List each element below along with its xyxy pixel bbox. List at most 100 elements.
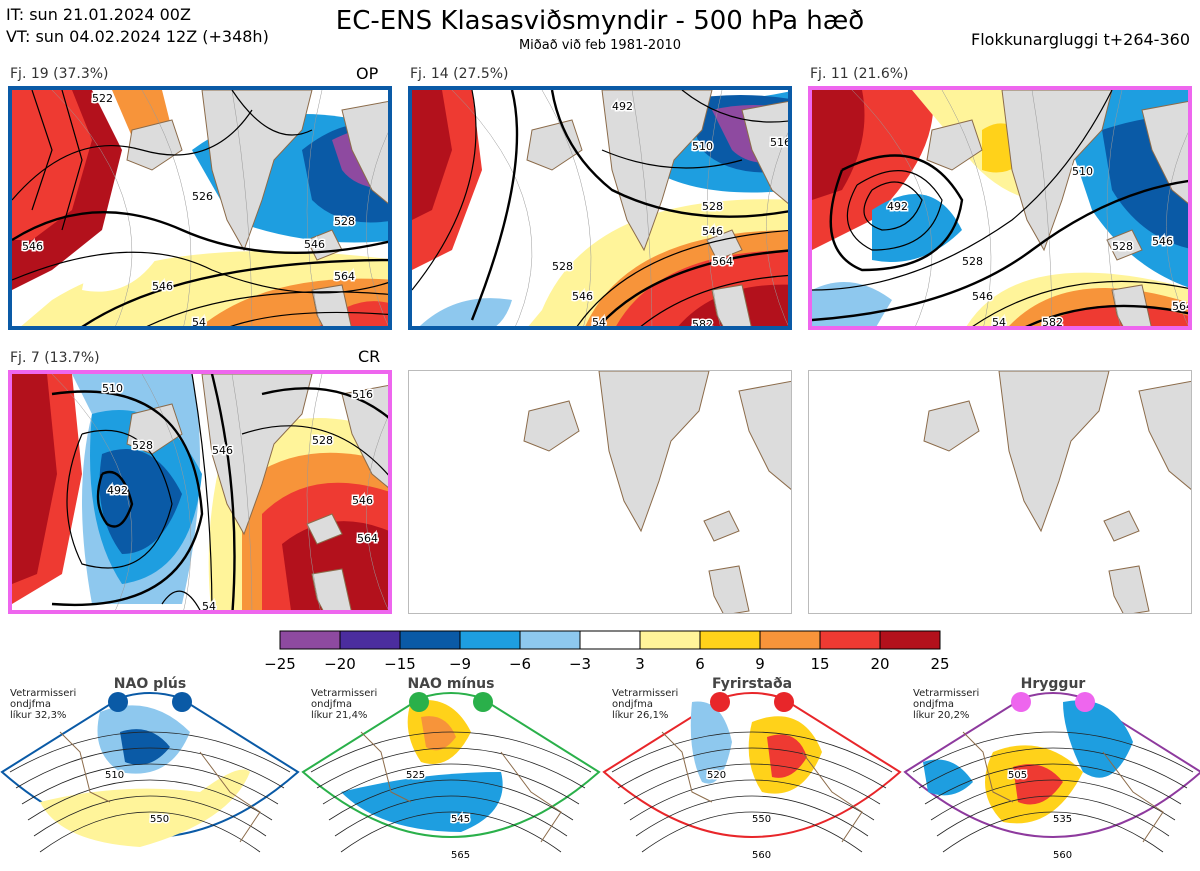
regime-name: NAO plús — [113, 676, 187, 692]
graticule-line — [941, 90, 992, 326]
contour-label: 510 — [1072, 165, 1093, 178]
colorbar-segment — [579, 630, 641, 650]
scandinavia-landmass — [1141, 100, 1188, 204]
height-contour — [470, 90, 519, 321]
contour-label: 492 — [887, 200, 908, 213]
graticule-line — [141, 90, 192, 326]
regime-info: Vetrarmisseri ondjfma líkur 21,4% — [311, 688, 377, 721]
britain-landmass — [711, 284, 752, 326]
height-contour — [241, 425, 388, 476]
regime-dot — [710, 692, 730, 712]
greenland-landmass — [1001, 90, 1113, 252]
panel-4-tag: CR — [358, 347, 381, 366]
cluster-panel-4: 510 492 528 546 564 546 528 54 516 — [8, 370, 392, 614]
contour-label: 546 — [972, 290, 993, 303]
colorbar-segment — [879, 630, 941, 650]
contour-label: 54 — [992, 316, 1006, 329]
regime-contour-label: 560 — [1053, 850, 1072, 861]
regime-contour — [9, 731, 291, 773]
regime-contour — [33, 795, 267, 837]
regime-panel: 525 545 565 NAO mínus Vetrarmisseri ondjfma lí… — [301, 672, 602, 871]
iceland-landmass — [703, 510, 740, 542]
graticule-line — [51, 374, 133, 610]
regime-contour-label: 550 — [150, 814, 169, 825]
regime-contour — [623, 763, 881, 805]
height-contour — [146, 291, 388, 326]
height-contour — [210, 374, 236, 610]
regime-panel: 510 550 NAO plús Vetrarmisseri ondjfma líkur … — [0, 672, 301, 871]
height-contour — [829, 154, 964, 272]
graticule-line — [306, 90, 323, 326]
contour-label: 526 — [192, 190, 213, 203]
regime-info: Vetrarmisseri ondjfma líkur 20,2% — [913, 688, 979, 721]
colorbar-tick-label: −6 — [508, 655, 532, 673]
anomaly-area — [40, 769, 250, 847]
regime-name: Hryggur — [1020, 676, 1086, 692]
colorbar-tick-label: 15 — [810, 655, 830, 673]
anomaly-area — [1063, 700, 1133, 778]
regime-contour — [39, 811, 261, 853]
colorbar-segment — [819, 630, 881, 650]
height-contour — [230, 311, 388, 326]
regime-panel: 505 535 560 Hryggur Vetrarmisseri ondjfma líku… — [903, 672, 1200, 871]
regime-info-line: ondjfma — [10, 699, 51, 710]
graticule-line — [706, 90, 723, 326]
contour-label: 546 — [152, 280, 173, 293]
britain-landmass — [311, 568, 352, 610]
cluster-panel-2: 492 510 516 528 546 564 528 546 54 582 — [408, 86, 792, 330]
baffin-landmass — [523, 400, 580, 452]
regime-contour-label: 520 — [707, 770, 726, 781]
anomaly-area — [421, 716, 456, 751]
regime-contour — [15, 747, 285, 789]
contour-label: 546 — [304, 238, 325, 251]
regime-coastline — [59, 731, 261, 843]
colorbar-segment — [339, 630, 401, 650]
regime-dot — [409, 692, 429, 712]
graticule-line — [766, 132, 788, 326]
graticule-line — [306, 374, 323, 610]
regime-contour — [310, 731, 592, 773]
chart-subtitle: Miðað við feb 1981-2010 — [518, 38, 682, 53]
contour-label: 516 — [352, 388, 373, 401]
classification-window: Flokkunargluggi t+264-360 — [971, 30, 1190, 49]
contour-label: 564 — [1172, 300, 1192, 313]
graticule-line — [231, 90, 253, 326]
anomaly-area — [767, 734, 807, 778]
iceland-landmass — [1106, 229, 1143, 261]
panel-2-label: Fj. 14 (27.5%) — [410, 66, 509, 82]
init-time: IT: sun 21.01.2024 00Z — [6, 5, 191, 24]
contour-label: 54 — [192, 316, 206, 329]
regime-info-line: Vetrarmisseri — [311, 688, 378, 699]
height-contour — [31, 90, 53, 211]
scandinavia-landmass — [341, 100, 388, 204]
regime-coastline — [661, 731, 863, 843]
header-info: IT: sun 21.01.2024 00Z VT: sun 04.02.202… — [6, 4, 269, 48]
contour-label: 522 — [92, 92, 113, 105]
contour-label: 564 — [712, 255, 733, 268]
colorbar-tick-label: 20 — [870, 655, 890, 673]
contour-label: 564 — [334, 270, 355, 283]
colorbar-tick-label: −15 — [384, 655, 416, 673]
graticule-line — [1166, 132, 1188, 326]
regime-contour — [930, 779, 1176, 821]
contour-label: 546 — [702, 225, 723, 238]
anomaly-area — [923, 759, 973, 796]
regime-contour-label: 550 — [752, 814, 771, 825]
regime-info-line: líkur 26,1% — [612, 710, 669, 721]
empty-map-panel-2 — [808, 370, 1192, 614]
height-contour — [66, 429, 173, 569]
regime-info-line: líkur 32,3% — [10, 710, 67, 721]
cluster-panel-1: 546 526 528 546 564 546 54 522 — [8, 86, 392, 330]
greenland-landmass — [598, 371, 710, 533]
height-contour — [863, 181, 923, 231]
regime-contour-label: 525 — [406, 770, 425, 781]
valid-time: VT: sun 04.02.2024 12Z (+348h) — [6, 27, 269, 46]
graticule-line — [541, 90, 592, 326]
regime-contour — [936, 795, 1170, 837]
regime-contour — [912, 731, 1194, 773]
height-contour — [640, 274, 788, 326]
regime-info-line: Vetrarmisseri — [913, 688, 980, 699]
regime-info-line: ondjfma — [913, 699, 954, 710]
regime-name: NAO mínus — [407, 676, 495, 692]
scandinavia-landmass — [738, 380, 791, 490]
